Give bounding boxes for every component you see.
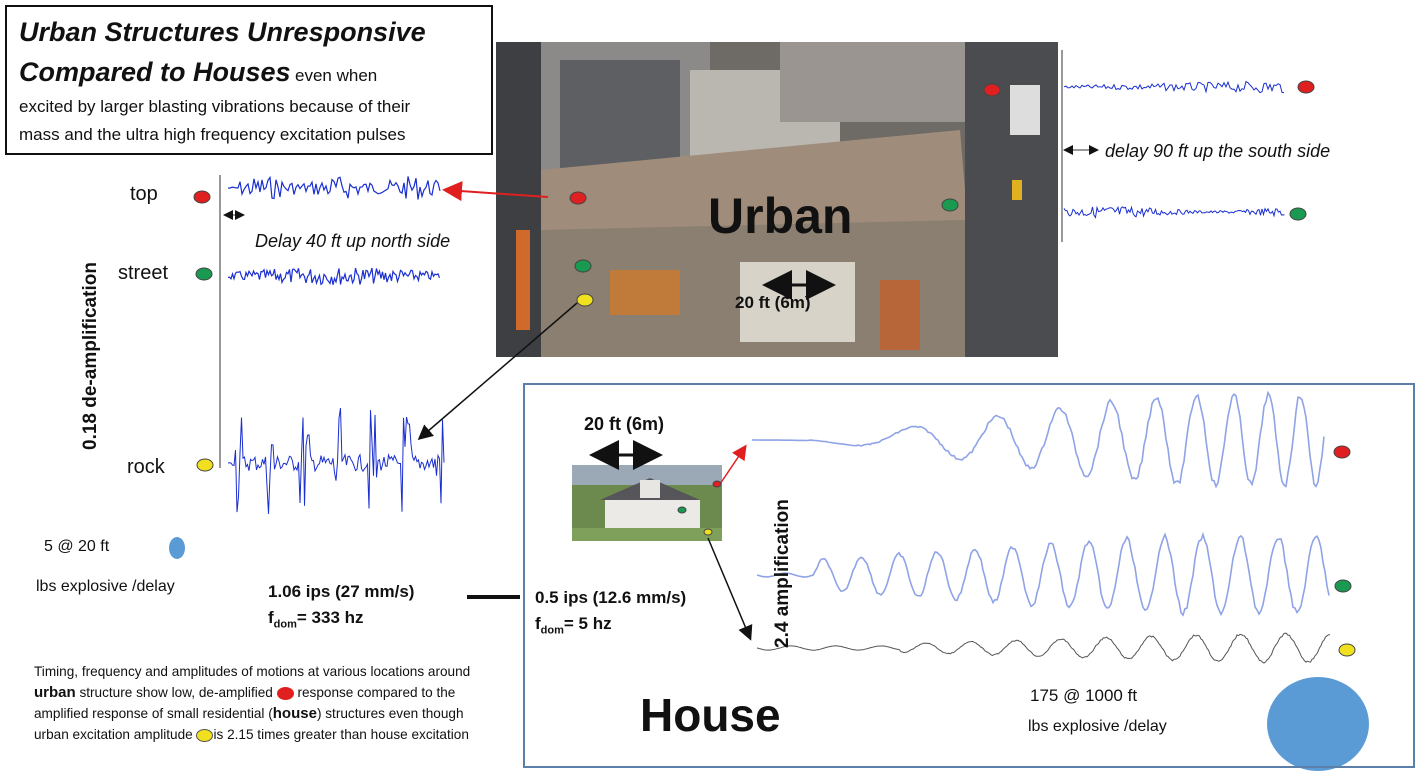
note-text: Timing, frequency and amplitudes of moti… [34, 664, 470, 679]
yellow-dot [196, 729, 213, 742]
level-label: top [130, 183, 158, 206]
level-label: street [118, 262, 168, 285]
level-label: rock [127, 456, 165, 479]
waveform [228, 268, 440, 285]
charge-unit: lbs explosive /delay [36, 578, 175, 596]
note: Timing, frequency and amplitudes of moti… [34, 661, 484, 745]
charge: 175 @ 1000 ft [1030, 686, 1137, 706]
subtitle: mass and the ultra high frequency excita… [19, 125, 406, 145]
note-text: structure show low, de-amplified [79, 685, 272, 700]
frequency: fdom= 333 hz [268, 608, 364, 630]
freq-sub: dom [541, 624, 564, 636]
charge-unit: lbs explosive /delay [1028, 718, 1167, 736]
freq-sub: dom [274, 618, 297, 630]
waveform [1064, 82, 1284, 93]
title: Urban Structures Unresponsive [19, 17, 426, 48]
delay-label: Delay 40 ft up north side [255, 231, 450, 252]
title-box: Urban Structures Unresponsive Compared t… [5, 5, 493, 155]
ppv: 0.5 ips (12.6 mm/s) [535, 588, 686, 608]
title: Compared to Houses [19, 57, 291, 87]
red-dot [277, 687, 294, 700]
waveform [228, 176, 440, 199]
page: Urban Structures Unresponsive Compared t… [0, 0, 1418, 776]
charge: 5 @ 20 ft [44, 538, 109, 556]
freq-value: = 333 hz [297, 608, 364, 627]
ppv: 1.06 ips (27 mm/s) [268, 582, 414, 602]
waveform [228, 408, 444, 514]
delay-label: delay 90 ft up the south side [1105, 141, 1330, 162]
scale-label: 20 ft (6m) [735, 293, 811, 313]
deamplification: 0.18 de-amplification [80, 262, 102, 450]
subtitle: even when [295, 66, 377, 85]
waveform [1064, 207, 1285, 218]
amplification: 2.4 amplification [772, 499, 794, 648]
note-bold: urban [34, 684, 76, 701]
scale-label: 20 ft (6m) [584, 414, 664, 435]
frequency: fdom= 5 hz [535, 614, 612, 636]
note-text: is 2.15 times greater than house excitat… [213, 727, 468, 742]
house-label: House [640, 688, 781, 742]
title-row: Compared to Houses even when [19, 57, 377, 88]
urban-label: Urban [708, 187, 852, 245]
note-bold: house [273, 705, 317, 722]
subtitle: excited by larger blasting vibrations be… [19, 97, 410, 117]
freq-value: = 5 hz [564, 614, 612, 633]
